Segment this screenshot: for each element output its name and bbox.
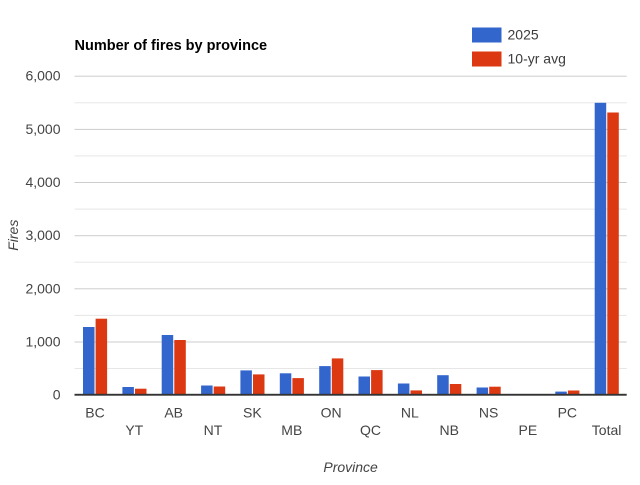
svg-text:PC: PC	[558, 405, 577, 421]
svg-text:0: 0	[53, 387, 61, 403]
svg-text:Total: Total	[592, 422, 622, 438]
svg-text:Number of fires by province: Number of fires by province	[75, 38, 268, 54]
svg-text:4,000: 4,000	[25, 174, 60, 190]
svg-text:1,000: 1,000	[25, 334, 60, 350]
svg-text:5,000: 5,000	[25, 121, 60, 137]
svg-text:Province: Province	[323, 459, 378, 475]
svg-text:Fires: Fires	[5, 220, 21, 251]
svg-text:SK: SK	[243, 405, 262, 421]
svg-text:2,000: 2,000	[25, 280, 60, 296]
svg-text:MB: MB	[281, 422, 302, 438]
svg-text:ON: ON	[321, 405, 342, 421]
svg-text:AB: AB	[164, 405, 183, 421]
svg-text:2025: 2025	[508, 27, 539, 43]
svg-text:10-yr avg: 10-yr avg	[508, 51, 566, 67]
svg-text:NS: NS	[479, 405, 498, 421]
svg-text:6,000: 6,000	[25, 68, 60, 84]
svg-text:BC: BC	[85, 405, 104, 421]
svg-text:YT: YT	[125, 422, 143, 438]
svg-text:3,000: 3,000	[25, 227, 60, 243]
svg-text:QC: QC	[360, 422, 381, 438]
svg-text:NL: NL	[401, 405, 419, 421]
svg-text:PE: PE	[519, 422, 538, 438]
svg-text:NB: NB	[439, 422, 458, 438]
svg-text:NT: NT	[204, 422, 223, 438]
